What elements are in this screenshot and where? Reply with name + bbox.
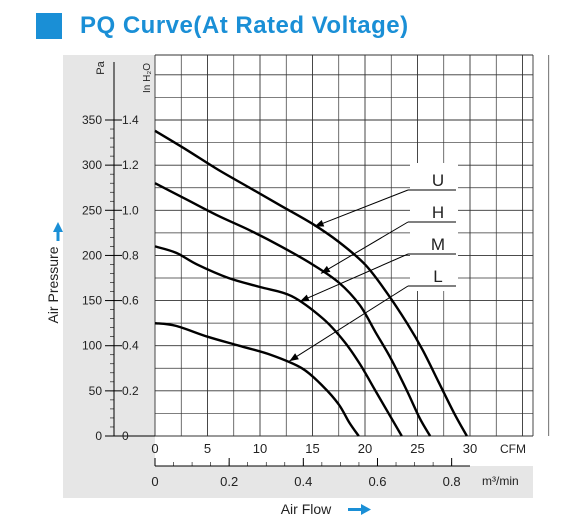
series-label-h: H	[432, 203, 444, 222]
plot-area	[155, 55, 533, 466]
x-tick-label: 20	[358, 441, 372, 456]
callout-line	[320, 221, 409, 274]
series-label-l: L	[433, 267, 442, 286]
title-square-icon	[36, 13, 62, 39]
up-arrow-icon	[53, 222, 63, 232]
title-text: PQ Curve(At Rated Voltage)	[80, 12, 409, 39]
chart-title: PQ Curve(At Rated Voltage)	[36, 8, 409, 44]
callout-line	[314, 189, 409, 228]
x-tick-label: 5	[204, 441, 211, 456]
y-tick-label: 300	[82, 158, 102, 172]
y-tick-label: 250	[82, 203, 102, 217]
x-tick-label: 15	[305, 441, 319, 456]
right-arrow-shaft	[348, 508, 362, 511]
x-tick-label: 30	[463, 441, 477, 456]
x-unit-label: CFM	[500, 442, 526, 456]
series-label-m: M	[431, 235, 445, 254]
y-tick-label: 200	[82, 248, 102, 262]
curve-m	[154, 245, 403, 437]
y-tick-label: 50	[89, 384, 103, 398]
y2-tick-label: 1.0	[122, 203, 139, 217]
x-tick-label: 10	[253, 441, 267, 456]
y-axis-label: Air Pressure	[45, 246, 61, 323]
y-tick-label: 0	[95, 429, 102, 443]
x2-unit-label: m³/min	[482, 474, 519, 488]
y-tick-label: 150	[82, 294, 102, 308]
right-arrow-icon	[361, 504, 371, 515]
y-tick-label: 350	[82, 113, 102, 127]
curve-u	[154, 129, 468, 437]
x2-tick-label: 0.2	[220, 474, 238, 489]
y2-tick-label: 0	[122, 429, 129, 443]
y2-tick-label: 0.8	[122, 248, 139, 262]
axis-texts: 05010015020025030035000.20.40.60.81.01.2…	[45, 60, 526, 517]
y2-tick-label: 0.4	[122, 339, 139, 353]
callout-arrowhead	[289, 353, 299, 362]
y2-unit-label: In H₂O	[142, 63, 153, 93]
axis-panel	[63, 55, 533, 498]
y2-tick-label: 0.2	[122, 384, 139, 398]
x-axis-label: Air Flow	[281, 501, 332, 517]
curve-l	[154, 321, 360, 437]
x-tick-label: 25	[410, 441, 424, 456]
series-label-u: U	[432, 171, 444, 190]
callout-line	[289, 285, 409, 362]
up-arrow-shaft	[56, 231, 60, 241]
x2-tick-label: 0.4	[294, 474, 312, 489]
callout-box	[410, 163, 458, 291]
y-unit-label: Pa	[95, 60, 107, 74]
y-tick-label: 100	[82, 339, 102, 353]
y2-tick-label: 1.4	[122, 113, 139, 127]
y2-tick-label: 1.2	[122, 158, 139, 172]
callout-arrowhead	[314, 219, 325, 227]
curve-h	[154, 182, 432, 437]
callout-arrowhead	[320, 265, 331, 274]
grid	[154, 54, 550, 437]
x2-tick-label: 0.6	[368, 474, 386, 489]
x-tick-label: 0	[151, 441, 158, 456]
axes	[105, 62, 470, 467]
callout-arrowhead	[299, 294, 310, 302]
x2-tick-label: 0	[151, 474, 158, 489]
curves	[154, 129, 468, 437]
callout-line	[299, 253, 409, 302]
y2-tick-label: 0.6	[122, 294, 139, 308]
x2-tick-label: 0.8	[443, 474, 461, 489]
